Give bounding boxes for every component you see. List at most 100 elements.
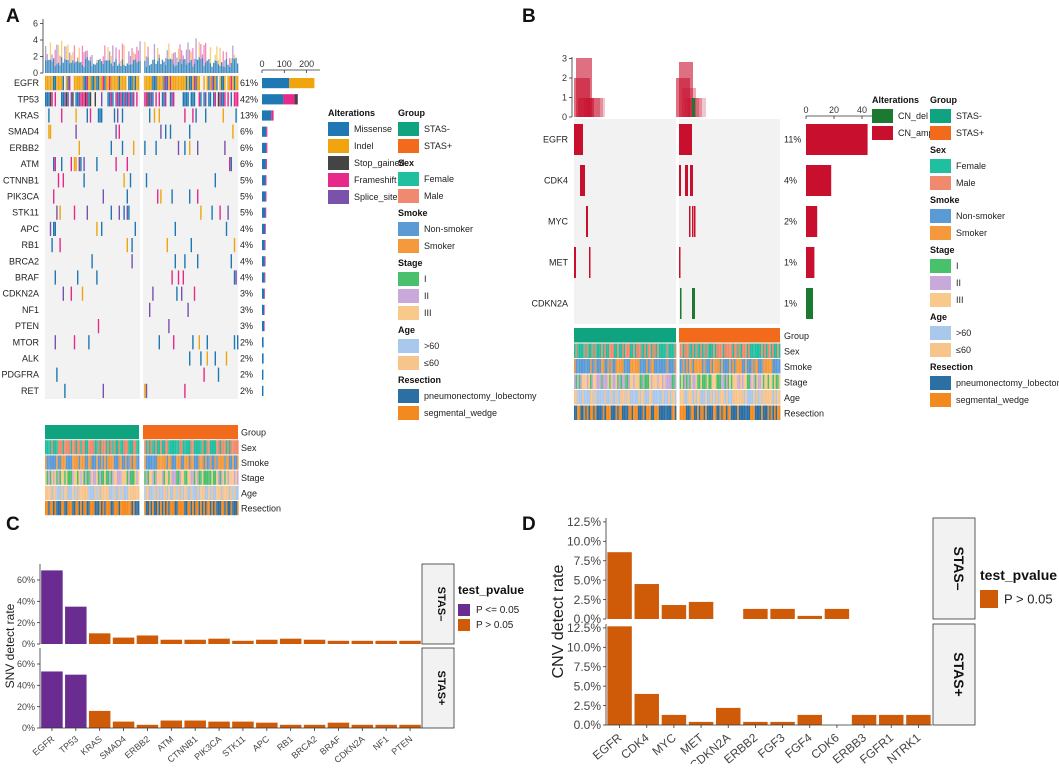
annotation-cell	[612, 374, 614, 389]
annotation-cell	[706, 343, 709, 358]
mutation-cell	[203, 92, 205, 107]
annotation-cell	[729, 359, 731, 374]
tmb-bar	[213, 62, 215, 73]
x-tick-label: NF1	[371, 734, 390, 753]
legend-label: ≤60	[956, 345, 971, 355]
annotation-cell	[182, 470, 185, 485]
annotation-cell	[174, 455, 177, 470]
tmb-bar	[173, 64, 175, 73]
top-y-tick-label: 4	[33, 35, 38, 45]
annotation-cell	[737, 390, 739, 405]
y-tick-label: 40%	[17, 680, 35, 690]
tmb-bar	[57, 45, 60, 63]
mutation-cell	[193, 286, 196, 301]
annotation-cell	[193, 470, 196, 485]
annotation-cell	[133, 501, 135, 516]
annotation-cell	[684, 374, 686, 389]
mutation-cell	[189, 76, 191, 91]
mutation-cell	[169, 92, 172, 107]
annotation-cell	[171, 440, 173, 455]
mutation-cell	[75, 92, 77, 107]
annotation-cell	[770, 405, 773, 420]
annotation-cell	[201, 501, 204, 516]
annotation-cell	[136, 440, 138, 455]
annotation-cell	[742, 343, 744, 358]
gene-label: RB1	[21, 240, 39, 250]
annotation-cell	[67, 485, 69, 500]
tmb-bar	[104, 45, 106, 61]
mutation-cell	[197, 76, 199, 91]
mutation-cell	[73, 76, 76, 91]
annotation-cell	[216, 485, 218, 500]
mutation-cell	[187, 92, 189, 107]
annotation-cell	[69, 501, 71, 516]
annotation-cell	[61, 485, 63, 500]
annotation-cell	[642, 405, 645, 420]
annotation-cell	[134, 501, 137, 516]
annotation-cell	[625, 359, 627, 374]
annotation-cell	[233, 455, 236, 470]
annotation-cell	[48, 455, 50, 470]
tmb-bar	[83, 52, 85, 67]
y-tick-label: 20%	[17, 618, 35, 628]
annotation-cell	[227, 501, 229, 516]
mutation-cell	[134, 221, 136, 236]
annotation-cell	[585, 343, 587, 358]
annotation-cell	[233, 501, 236, 516]
mutation-cell	[169, 76, 172, 91]
legend-key	[398, 239, 419, 253]
mutation-cell	[125, 92, 127, 107]
mutation-cell	[147, 76, 149, 91]
annotation-cell	[113, 470, 116, 485]
annotation-cell	[125, 501, 127, 516]
count-bar	[806, 124, 868, 155]
annotation-cell	[88, 455, 90, 470]
annotation-cell	[609, 374, 611, 389]
annotation-cell	[75, 501, 77, 516]
annotation-cell	[694, 405, 696, 420]
annotation-cell	[700, 374, 702, 389]
mutation-cell	[94, 76, 96, 91]
mutation-cell	[123, 173, 125, 188]
annotation-cell	[237, 455, 239, 470]
tmb-bar	[134, 53, 136, 60]
mutation-cell	[73, 157, 76, 172]
annotation-cell	[203, 485, 205, 500]
annotation-cell	[634, 390, 637, 405]
annotation-cell	[655, 390, 658, 405]
annotation-cell	[117, 440, 119, 455]
annotation-cell	[101, 440, 103, 455]
mutation-cell	[232, 124, 234, 139]
annotation-cell	[735, 343, 738, 358]
tmb-bar	[197, 59, 199, 73]
annotation-cell	[654, 374, 656, 389]
mutation-cell	[144, 383, 146, 398]
annotation-cell	[591, 405, 594, 420]
mutation-cell	[62, 92, 64, 107]
annotation-cell	[601, 374, 603, 389]
mutation-cell	[78, 157, 80, 172]
annotation-cell	[69, 455, 71, 470]
annotation-cell	[713, 374, 715, 389]
mutation-cell	[158, 335, 160, 350]
annotation-cell	[705, 374, 707, 389]
annotation-cell	[187, 501, 189, 516]
tmb-bar	[157, 61, 159, 73]
annotation-cell	[45, 470, 47, 485]
annotation-cell	[716, 374, 718, 389]
mutation-cell	[174, 76, 176, 91]
annotation-cell	[697, 405, 699, 420]
mutation-cell	[182, 76, 184, 91]
annotation-cell	[580, 405, 582, 420]
annotation-cell	[604, 343, 606, 358]
y-axis-label: CNV detect rate	[550, 564, 567, 678]
annotation-cell	[123, 440, 125, 455]
legend-label: Male	[956, 178, 976, 188]
annotation-cell	[206, 470, 209, 485]
annotation-cell	[657, 390, 659, 405]
tmb-bar	[233, 54, 236, 59]
annotation-cell	[46, 501, 49, 516]
annotation-cell	[687, 390, 690, 405]
y-tick-label: 7.5%	[574, 554, 602, 568]
